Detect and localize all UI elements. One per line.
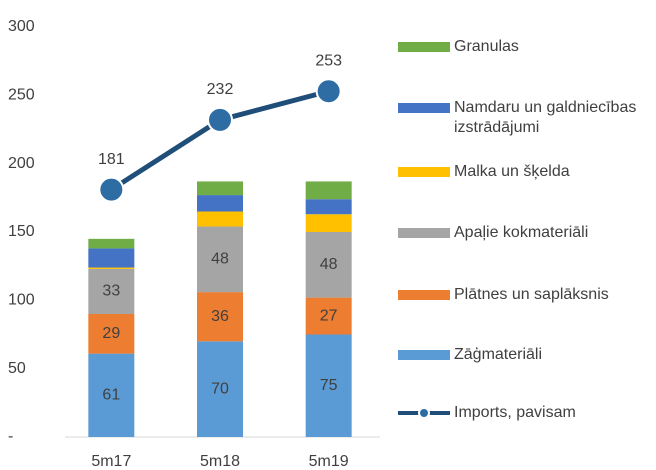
legend-label: Namdaru un galdniecības izstrādājumi bbox=[454, 99, 637, 136]
data-label: 75 bbox=[320, 377, 338, 394]
legend-item: Granulas bbox=[398, 37, 654, 57]
legend-item: Plātnes un saplāksnis bbox=[398, 285, 654, 305]
legend-swatch bbox=[398, 407, 450, 419]
legend-label: Plātnes un saplāksnis bbox=[454, 286, 609, 303]
bar-segment bbox=[88, 314, 135, 354]
bar-segment bbox=[88, 248, 135, 268]
legend-item: Namdaru un galdniecības izstrādājumi bbox=[398, 98, 654, 138]
data-label: 61 bbox=[102, 387, 120, 404]
y-tick-label: 300 bbox=[8, 18, 35, 35]
legend-swatch bbox=[398, 42, 450, 52]
bar-segment bbox=[88, 238, 135, 249]
data-label: 253 bbox=[315, 52, 342, 69]
legend-item: Imports, pavisam bbox=[398, 403, 654, 423]
bar-segment bbox=[305, 334, 352, 437]
y-tick-label: 150 bbox=[8, 223, 35, 240]
y-tick-label: - bbox=[8, 428, 13, 445]
data-label: 29 bbox=[102, 325, 120, 342]
data-label: 27 bbox=[320, 307, 338, 324]
legend-item: Malka un šķelda bbox=[398, 162, 654, 182]
legend-label: Apaļie kokmateriāli bbox=[454, 224, 589, 241]
line-marker bbox=[315, 78, 342, 105]
legend-label: Malka un šķelda bbox=[454, 163, 570, 180]
chart: - 50 100 150 200 250 300 5m17 5m18 5m19 61 70 75 29 36… bbox=[8, 18, 380, 470]
legend-label: Imports, pavisam bbox=[454, 404, 576, 421]
x-tick-label: 5m19 bbox=[309, 453, 349, 470]
y-tick-label: 200 bbox=[8, 155, 35, 172]
legend-swatch bbox=[398, 350, 450, 360]
line-series bbox=[109, 88, 330, 192]
bar-segment bbox=[88, 267, 135, 269]
bar-segment bbox=[197, 211, 243, 227]
bar-segment bbox=[197, 226, 243, 293]
data-label: 33 bbox=[102, 283, 120, 300]
data-label: 70 bbox=[211, 380, 229, 397]
bar-segment bbox=[197, 341, 243, 437]
bar-segment bbox=[197, 181, 243, 196]
bar-segment bbox=[305, 297, 352, 335]
legend-item: Apaļie kokmateriāli bbox=[398, 223, 654, 243]
legend-marker bbox=[418, 407, 430, 419]
line-marker bbox=[207, 106, 233, 133]
y-tick-label: 250 bbox=[8, 87, 35, 104]
data-label: 232 bbox=[207, 81, 234, 98]
bar-segment bbox=[197, 195, 243, 212]
legend-swatch bbox=[398, 103, 450, 113]
y-tick-label: 50 bbox=[8, 360, 26, 377]
bar-segment bbox=[88, 268, 135, 314]
bar-segment bbox=[305, 214, 352, 232]
legend: Granulas Namdaru un galdniecības izstrādā… bbox=[398, 0, 656, 470]
legend-swatch bbox=[398, 228, 450, 238]
legend-label: Zāģmateriāli bbox=[454, 346, 543, 363]
legend-label: Granulas bbox=[454, 38, 519, 55]
x-tick-label: 5m18 bbox=[200, 453, 240, 470]
bar-segment bbox=[305, 181, 352, 200]
data-label: 48 bbox=[320, 256, 338, 273]
legend-item: Zāģmateriāli bbox=[398, 345, 654, 365]
bar-segment bbox=[305, 232, 352, 298]
bar-segment bbox=[305, 199, 352, 215]
y-tick-label: 100 bbox=[8, 292, 35, 309]
data-label: 48 bbox=[211, 251, 229, 268]
bar-segment bbox=[88, 353, 135, 437]
data-label: 36 bbox=[211, 308, 229, 325]
legend-swatch bbox=[398, 167, 450, 177]
bar-segment bbox=[197, 292, 243, 342]
data-label: 181 bbox=[98, 151, 125, 168]
line-marker bbox=[98, 176, 125, 203]
x-tick-label: 5m17 bbox=[91, 453, 131, 470]
legend-swatch bbox=[398, 290, 450, 300]
